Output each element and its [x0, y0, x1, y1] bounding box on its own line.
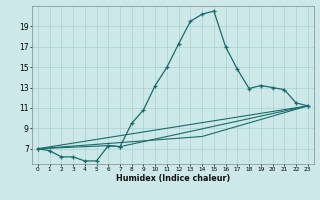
X-axis label: Humidex (Indice chaleur): Humidex (Indice chaleur) [116, 174, 230, 183]
